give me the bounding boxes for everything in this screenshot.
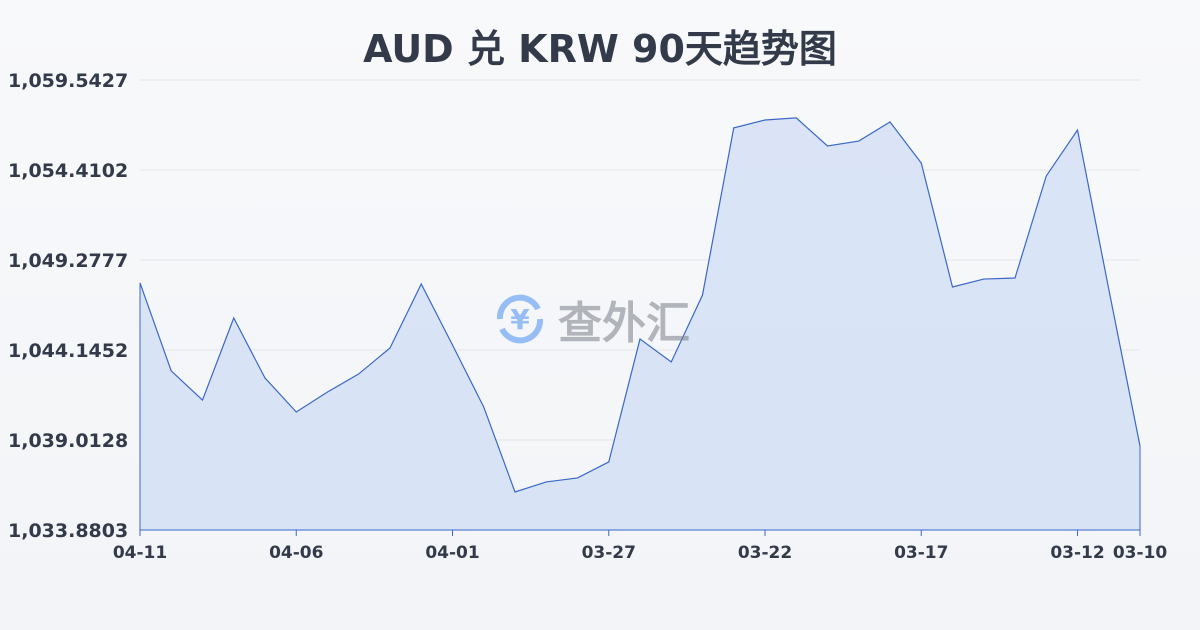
watermark-text: 查外汇 bbox=[558, 298, 690, 349]
x-tick-label: 04-11 bbox=[113, 543, 167, 563]
watermark: ¥ 查外汇 bbox=[490, 287, 690, 351]
x-tick-label: 03-12 bbox=[1050, 543, 1104, 563]
x-tick-label: 03-22 bbox=[738, 543, 792, 563]
y-tick-label: 1,039.0128 bbox=[8, 430, 128, 452]
svg-text:¥: ¥ bbox=[510, 303, 530, 336]
yen-exchange-icon: ¥ bbox=[496, 294, 544, 344]
y-tick-label: 1,054.4102 bbox=[8, 160, 128, 182]
y-tick-label: 1,033.8803 bbox=[8, 520, 128, 542]
x-tick-label: 03-10 bbox=[1113, 543, 1168, 563]
x-tick-label: 04-06 bbox=[269, 543, 323, 563]
y-tick-label: 1,044.1452 bbox=[8, 340, 128, 362]
x-tick-label: 04-01 bbox=[425, 543, 479, 563]
y-tick-label: 1,059.5427 bbox=[8, 70, 128, 92]
area-fill bbox=[140, 117, 1140, 531]
chart-title: AUD 兑 KRW 90天趋势图 bbox=[363, 27, 837, 71]
x-tick-label: 03-27 bbox=[582, 543, 636, 563]
y-tick-label: 1,049.2777 bbox=[8, 250, 128, 272]
x-tick-label: 03-17 bbox=[894, 543, 948, 563]
